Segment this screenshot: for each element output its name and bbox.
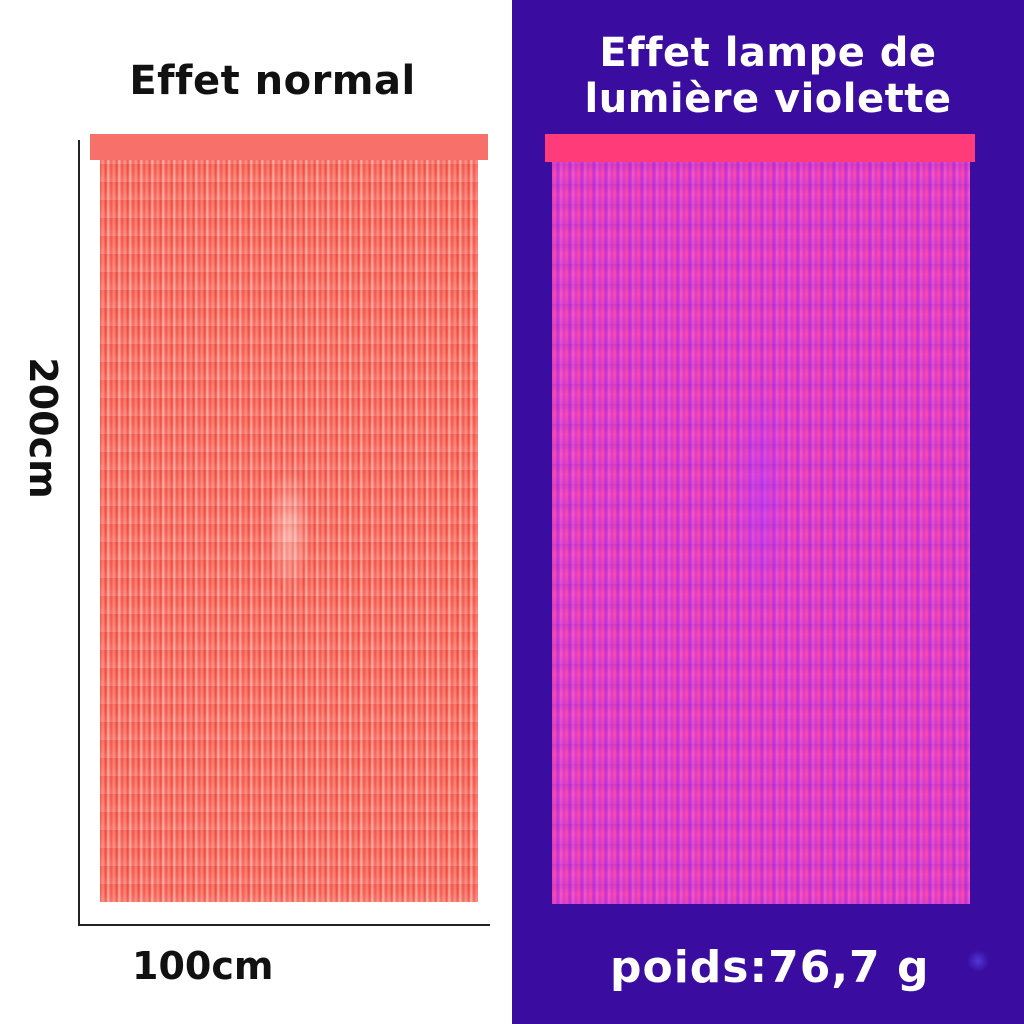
title-uv-line1: Effet lampe de (599, 30, 937, 76)
panel-uv-effect: Effet lampe de lumière violette poids:76… (512, 0, 1024, 1024)
title-normal-effect: Effet normal (129, 58, 416, 104)
curtain-rod-uv (545, 134, 975, 162)
height-dimension-line (78, 140, 80, 926)
height-label: 200cm (21, 357, 65, 499)
curtain-uv-image (552, 162, 970, 904)
curtain-normal-image (100, 160, 478, 902)
weight-label: poids:76,7 g (610, 942, 930, 993)
sparkle-icon (967, 950, 989, 972)
title-uv-effect: Effet lampe de lumière violette (512, 30, 1024, 122)
width-dimension-line (78, 924, 490, 926)
curtain-rod-normal (90, 134, 488, 160)
title-uv-line2: lumière violette (584, 76, 952, 122)
width-label: 100cm (132, 944, 274, 988)
panel-normal-effect: Effet normal 200cm 100cm (21, 58, 490, 988)
